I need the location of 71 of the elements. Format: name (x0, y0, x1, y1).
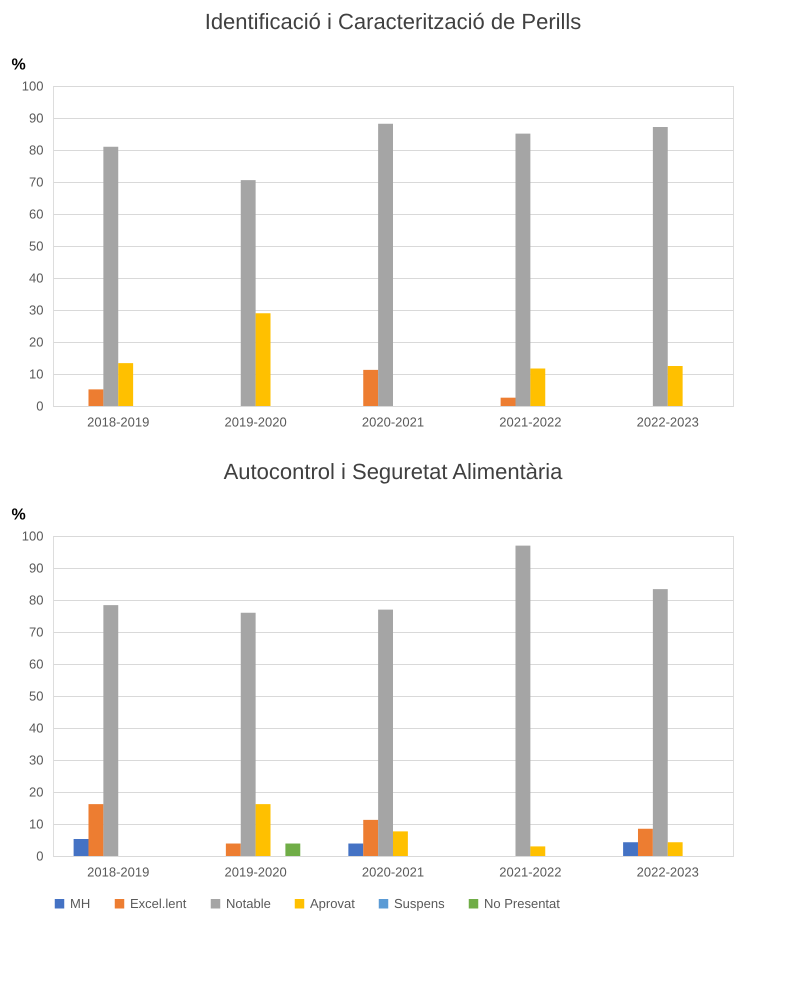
y-tick-label: 20 (29, 334, 44, 350)
bar (226, 844, 241, 856)
y-tick-label: 30 (29, 302, 44, 318)
x-tick-label: 2021-2022 (499, 414, 562, 430)
y-tick-label: 0 (36, 848, 44, 864)
bar (393, 831, 408, 856)
x-tick-label: 2019-2020 (224, 864, 287, 880)
y-tick-label: 90 (29, 560, 44, 576)
y-tick-label: 10 (29, 816, 44, 832)
bar (348, 844, 364, 856)
y-tick-label: 80 (29, 142, 44, 158)
y-tick-label: 10 (29, 366, 44, 382)
x-tick-label: 2020-2021 (362, 414, 424, 430)
bar (88, 389, 104, 406)
legend-label: Excel.lent (130, 896, 187, 911)
y-axis-title: % (12, 56, 26, 74)
y-tick-label: 80 (29, 592, 44, 608)
y-tick-label: 50 (29, 688, 44, 704)
bar (88, 804, 104, 856)
y-tick-label: 60 (29, 656, 44, 672)
legend-label: Notable (226, 896, 271, 911)
bar (668, 366, 683, 406)
chart-title: Autocontrol i Seguretat Alimentària (224, 459, 564, 484)
bar (363, 370, 378, 406)
y-tick-label: 40 (29, 720, 44, 736)
bar (240, 612, 256, 856)
y-tick-label: 70 (29, 624, 44, 640)
y-tick-label: 90 (29, 110, 44, 126)
bar (256, 804, 271, 856)
x-tick-label: 2018-2019 (87, 414, 150, 430)
bar (652, 589, 668, 856)
y-tick-label: 40 (29, 270, 44, 286)
bar (103, 146, 118, 406)
bar (638, 828, 653, 856)
y-tick-label: 100 (22, 78, 44, 94)
bar (652, 126, 668, 406)
y-axis-title: % (12, 506, 26, 524)
bar (515, 134, 530, 406)
bar (515, 546, 530, 856)
y-tick-label: 100 (22, 528, 44, 544)
y-tick-label: 50 (29, 238, 44, 254)
legend-label: MH (70, 896, 90, 911)
x-tick-label: 2018-2019 (87, 864, 150, 880)
x-tick-label: 2022-2023 (636, 864, 699, 880)
x-tick-label: 2021-2022 (499, 864, 562, 880)
x-tick-label: 2020-2021 (362, 864, 424, 880)
x-tick-label: 2022-2023 (636, 414, 699, 430)
bar (378, 124, 393, 406)
bar (668, 842, 683, 856)
bar (103, 605, 118, 856)
bar (285, 844, 300, 856)
bar (500, 398, 516, 406)
bar (530, 368, 546, 406)
bar (623, 842, 638, 856)
bar (363, 820, 378, 856)
y-tick-label: 0 (36, 398, 44, 414)
y-tick-label: 20 (29, 784, 44, 800)
bar (240, 180, 256, 406)
y-tick-label: 30 (29, 752, 44, 768)
bar (74, 839, 88, 856)
bar (256, 313, 271, 406)
legend-label: Aprovat (310, 896, 356, 911)
legend-label: Suspens (394, 896, 446, 911)
legend-label: No Presentat (484, 896, 560, 911)
bar (118, 363, 134, 406)
chart-title: Identificació i Caracterització de Perills (204, 9, 582, 34)
y-tick-label: 70 (29, 174, 44, 190)
bar (530, 846, 546, 856)
bar (378, 610, 393, 856)
y-tick-label: 60 (29, 206, 44, 222)
x-tick-label: 2019-2020 (224, 414, 287, 430)
